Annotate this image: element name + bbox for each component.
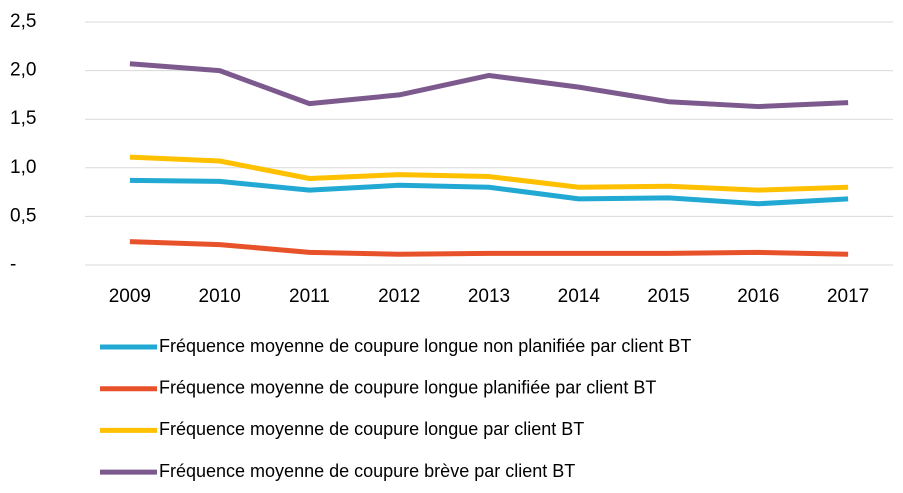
y-tick-label: -	[10, 254, 16, 275]
series-line	[129, 239, 849, 257]
y-tick-label: 2,0	[10, 60, 36, 81]
x-tick-label: 2011	[289, 286, 330, 307]
x-tick-label: 2014	[558, 286, 601, 307]
y-tick-label: 0,5	[10, 205, 36, 226]
x-tick-label: 2017	[827, 286, 869, 307]
series-line	[129, 177, 849, 207]
x-tick-label: 2015	[647, 286, 689, 307]
x-tick-label: 2013	[468, 286, 510, 307]
legend-label: Fréquence moyenne de coupure longue par …	[159, 419, 584, 439]
x-tick-label: 2009	[109, 286, 151, 307]
series-line	[129, 61, 849, 110]
y-tick-label: 1,5	[10, 108, 36, 129]
series-line	[129, 154, 849, 193]
legend-label: Fréquence moyenne de coupure brève par c…	[159, 461, 575, 481]
x-tick-label: 2016	[737, 286, 779, 307]
y-tick-label: 1,0	[10, 157, 36, 178]
legend-label: Fréquence moyenne de coupure longue non …	[159, 336, 691, 356]
x-tick-label: 2010	[199, 286, 241, 307]
y-tick-label: 2,5	[10, 11, 36, 32]
x-tick-label: 2012	[378, 286, 420, 307]
legend-label: Fréquence moyenne de coupure longue plan…	[159, 377, 656, 397]
